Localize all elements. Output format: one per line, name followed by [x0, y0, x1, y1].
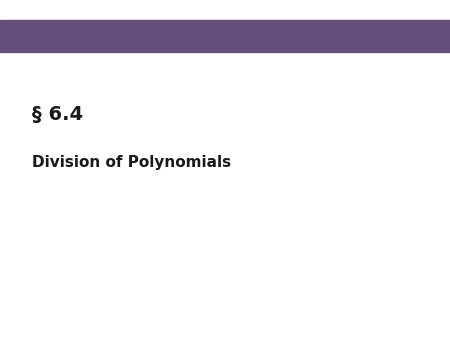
- Text: § 6.4: § 6.4: [32, 105, 83, 124]
- Bar: [0, 20, 450, 52]
- Text: Division of Polynomials: Division of Polynomials: [32, 155, 230, 170]
